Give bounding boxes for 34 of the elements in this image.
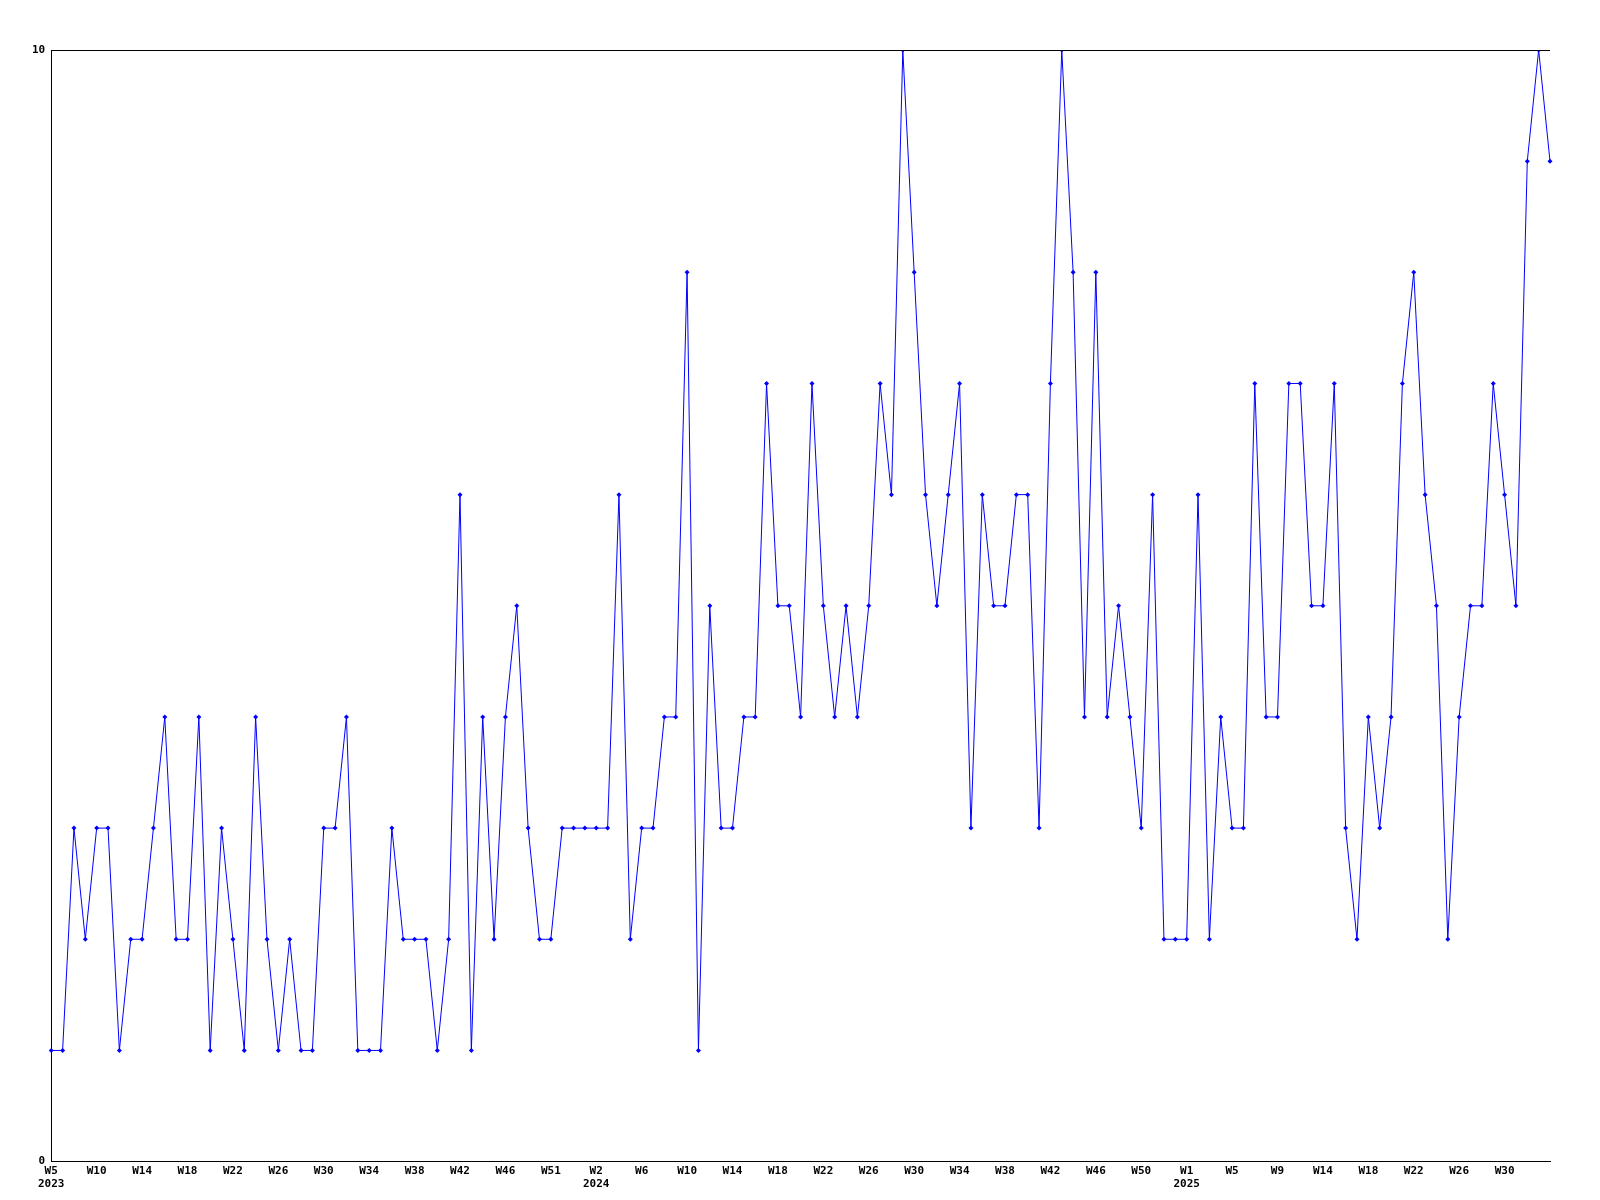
x-tick-label: W9 bbox=[1270, 1164, 1285, 1178]
x-tick-label: W51 bbox=[540, 1164, 562, 1178]
x-tick-label: W1 2025 bbox=[1173, 1164, 1200, 1191]
x-tick-label: W22 bbox=[813, 1164, 834, 1178]
x-tick-label: W10 bbox=[677, 1164, 698, 1178]
x-tick-label: W42 bbox=[1040, 1164, 1061, 1178]
x-tick-label: W14 bbox=[722, 1164, 743, 1178]
x-tick-label: W14 bbox=[132, 1164, 153, 1178]
x-tick-label: W38 bbox=[995, 1164, 1015, 1178]
x-tick-label: W30 bbox=[1494, 1164, 1515, 1178]
x-tick-label: W46 bbox=[1085, 1164, 1107, 1178]
x-tick-label: W34 bbox=[949, 1164, 970, 1178]
x-tick-label: W42 bbox=[450, 1164, 470, 1178]
x-tick-label: W30 bbox=[904, 1164, 925, 1178]
x-tick-label: W38 bbox=[404, 1164, 425, 1178]
x-tick-label: W50 bbox=[1131, 1164, 1152, 1178]
y-tick-label: 10 bbox=[32, 42, 46, 56]
x-tick-label: W18 bbox=[177, 1164, 198, 1178]
x-tick-label: W22 bbox=[1403, 1164, 1424, 1178]
x-tick-label: W26 bbox=[268, 1164, 289, 1178]
x-tick-label: W22 bbox=[222, 1164, 243, 1178]
x-tick-label: W26 bbox=[1449, 1164, 1470, 1178]
x-tick-label: W26 bbox=[858, 1164, 880, 1178]
x-tick-label: W18 bbox=[1358, 1164, 1379, 1178]
x-tick-label: W5 2023 bbox=[38, 1164, 65, 1191]
x-tick-label: W5 bbox=[1225, 1164, 1239, 1178]
x-tick-label: W30 bbox=[313, 1164, 334, 1178]
x-tick-label: W10 bbox=[86, 1164, 107, 1178]
x-tick-label: W2 2024 bbox=[583, 1164, 610, 1191]
x-tick-label: W14 bbox=[1312, 1164, 1334, 1178]
x-tick-label: W46 bbox=[495, 1164, 516, 1178]
x-tick-label: W18 bbox=[767, 1164, 788, 1178]
x-tick-label: W6 bbox=[635, 1164, 649, 1178]
x-tick-label: W34 bbox=[359, 1164, 380, 1178]
